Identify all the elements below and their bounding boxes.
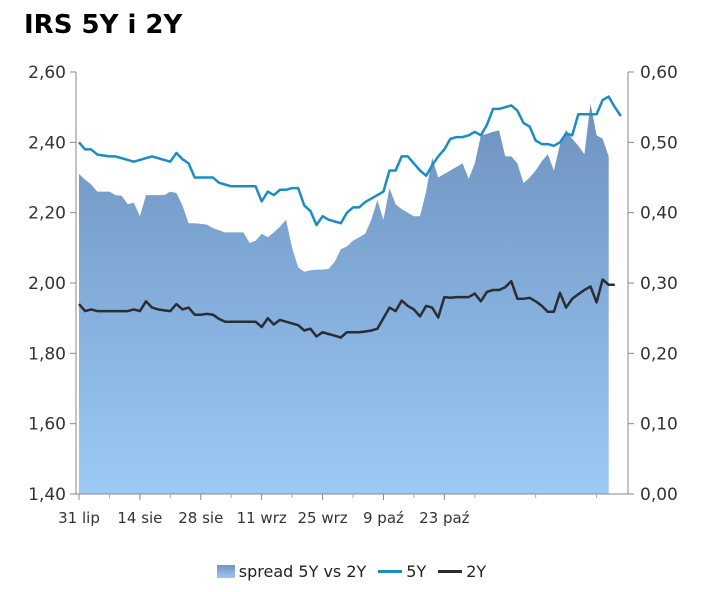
x-tick-label: 28 sie xyxy=(178,509,223,527)
left-tick-label: 1,80 xyxy=(28,344,66,364)
legend-item-2y: 2Y xyxy=(438,562,486,581)
right-tick-label: 0,00 xyxy=(640,485,678,505)
legend-label-2y: 2Y xyxy=(466,562,487,581)
lines-layer xyxy=(78,95,622,339)
legend-swatch-spread xyxy=(216,565,235,578)
legend: spread 5Y vs 2Y 5Y 2Y xyxy=(0,562,703,581)
legend-label-5y: 5Y xyxy=(406,562,427,581)
left-tick-label: 2,40 xyxy=(28,133,66,153)
series-area-spread-5y-vs-2y xyxy=(79,103,609,494)
right-tick-label: 0,60 xyxy=(640,63,678,83)
x-tick-label: 25 wrz xyxy=(297,509,347,527)
left-tick-label: 1,40 xyxy=(28,485,66,505)
chart-title: IRS 5Y i 2Y xyxy=(24,10,183,40)
right-tick-label: 0,40 xyxy=(640,204,678,224)
legend-item-spread: spread 5Y vs 2Y xyxy=(216,562,367,581)
x-tick-label: 31 lip xyxy=(58,509,100,527)
left-tick-label: 2,20 xyxy=(28,204,66,224)
right-tick-label: 0,50 xyxy=(640,133,678,153)
x-tick-label: 23 paź xyxy=(419,509,470,527)
series-line-2y xyxy=(78,278,615,339)
legend-label-spread: spread 5Y vs 2Y xyxy=(238,562,367,581)
legend-item-5y: 5Y xyxy=(378,562,426,581)
right-tick-label: 0,30 xyxy=(640,274,678,294)
spread-area-layer xyxy=(79,103,609,494)
left-tick-label: 2,00 xyxy=(28,274,66,294)
right-tick-label: 0,10 xyxy=(640,415,678,435)
x-tick-label: 11 wrz xyxy=(237,509,287,527)
x-tick-label: 14 sie xyxy=(117,509,162,527)
right-tick-label: 0,20 xyxy=(640,344,678,364)
left-tick-label: 1,60 xyxy=(28,415,66,435)
legend-swatch-5y xyxy=(378,570,403,573)
legend-swatch-2y xyxy=(438,570,463,573)
axes-layer: 1,40 1,60 1,80 2,00 2,20 2,40 2,60 0,00 0,10 0,20… xyxy=(28,63,678,527)
x-tick-label: 9 paź xyxy=(363,509,404,527)
series-line-5y xyxy=(78,95,622,227)
left-tick-label: 2,60 xyxy=(28,63,66,83)
